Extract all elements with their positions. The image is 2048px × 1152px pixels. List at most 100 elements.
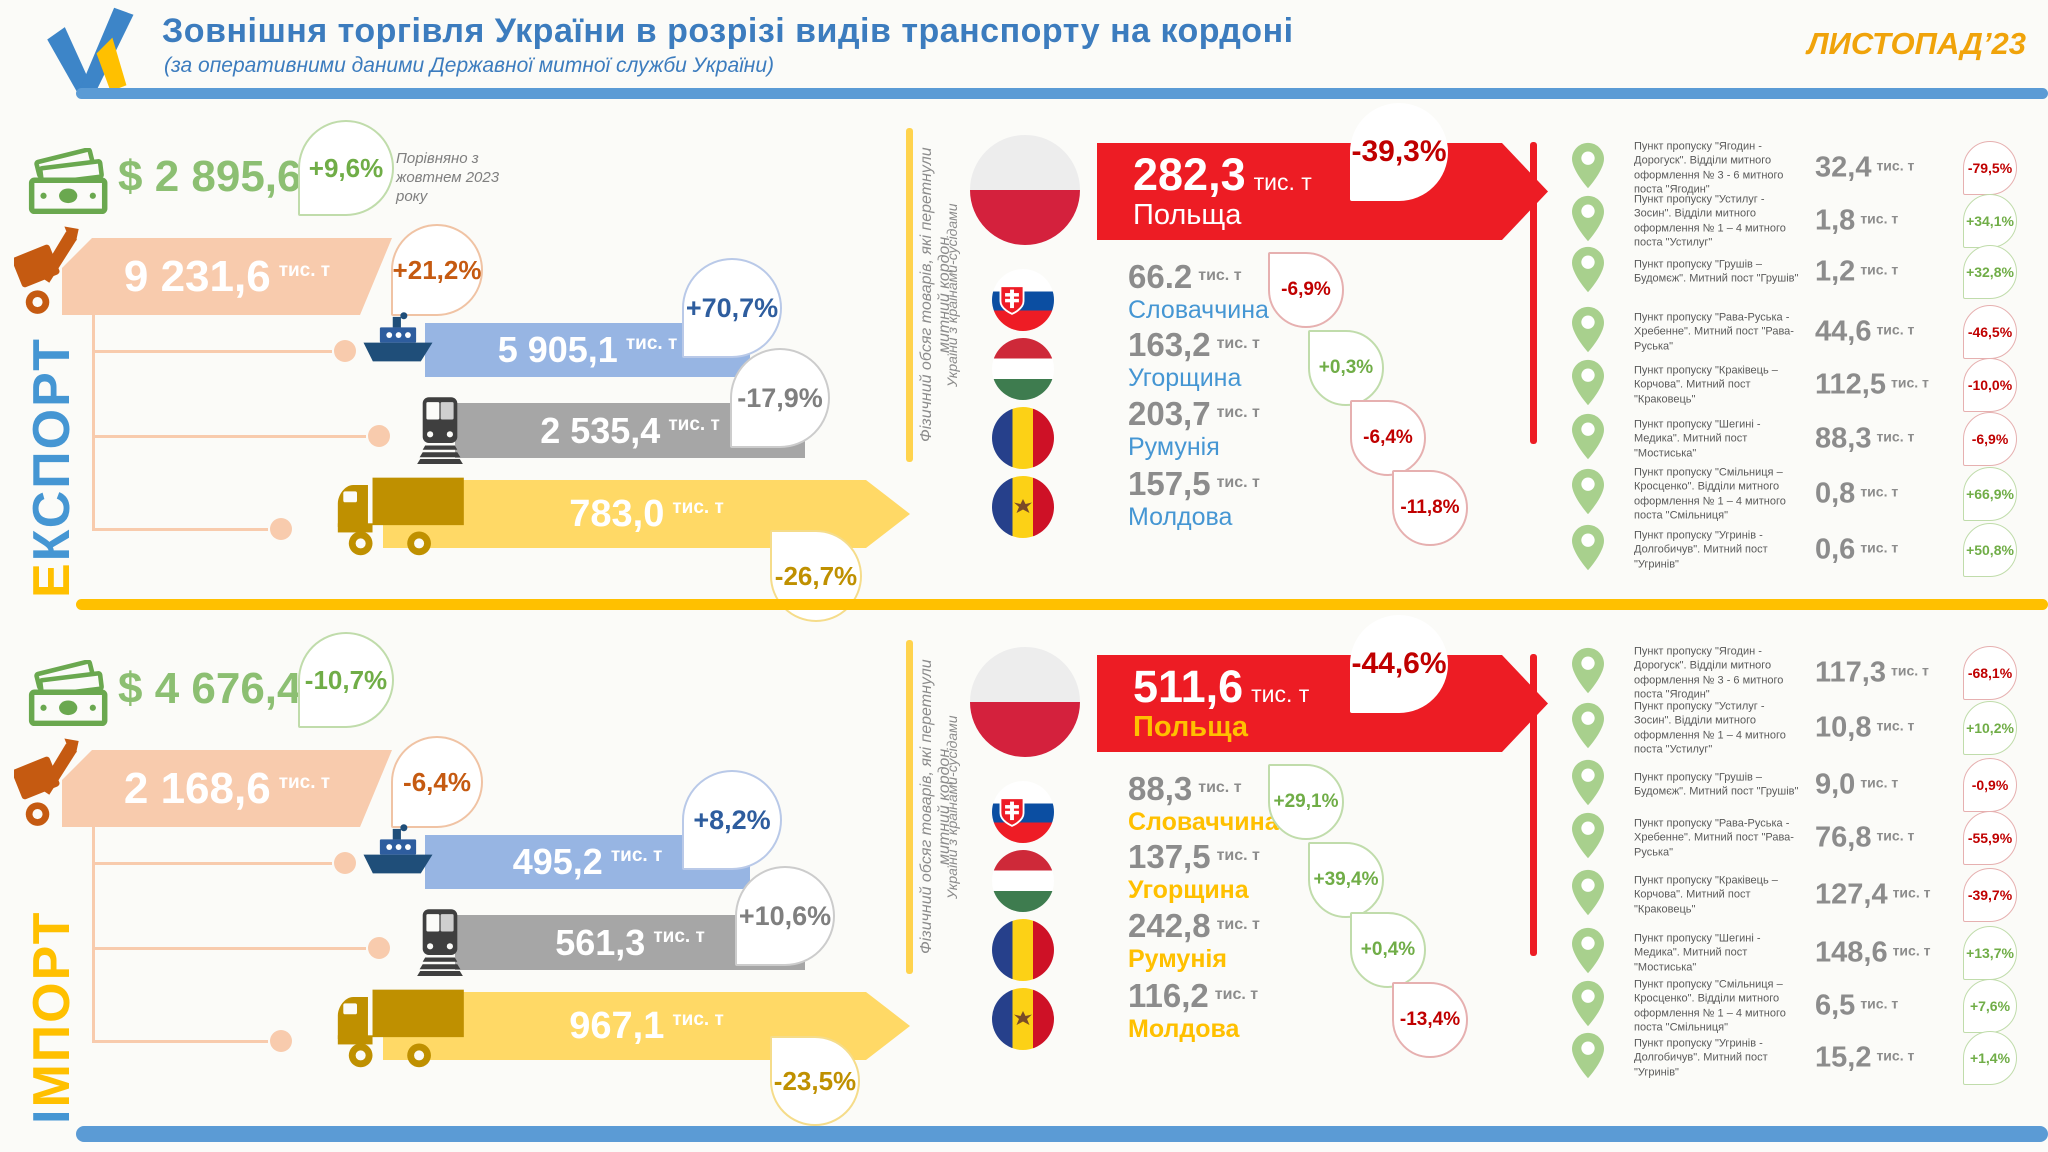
location-pin-icon (1572, 359, 1604, 411)
neighbor-value: 242,8 тис. т (1128, 907, 1260, 944)
import-total-bar: 2 168,6 тис. т (62, 750, 392, 827)
export-total-change-bubble: +21,2% (391, 224, 483, 316)
neighbor-change-bubble: +29,1% (1268, 764, 1344, 840)
flag-poland-icon (970, 647, 1080, 757)
crossing-name: Пункт пропуску "Рава-Руська - Хребенне".… (1634, 817, 1794, 859)
crossing-name: Пункт пропуску "Ягодин - Дорогуск". Відд… (1634, 140, 1784, 196)
crossing-change-bubble: -68,1% (1963, 646, 2017, 700)
flow-note: України з країнами-сусідами (944, 715, 960, 899)
neighbor-value: 157,5 тис. т (1128, 465, 1260, 502)
import-poland-arrow: 511,6 тис. т Польща (1097, 655, 1548, 752)
connector-line (92, 947, 366, 950)
location-pin-icon (1572, 195, 1604, 247)
neighbor-change-bubble: -6,9% (1268, 252, 1344, 328)
country-name: Румунія (1128, 945, 1227, 973)
flow-divider (906, 640, 913, 974)
crossing-change-bubble: +7,6% (1963, 979, 2017, 1033)
crossing-name: Пункт пропуску "Шегині - Медика". Митний… (1634, 418, 1761, 460)
country-name: Угорщина (1128, 364, 1242, 392)
crossing-value: 44,6 тис. т (1815, 315, 1915, 348)
crossing-value: 88,3 тис. т (1815, 422, 1915, 455)
crossing-name: Пункт пропуску "Устилуг - Зосин". Відділ… (1634, 193, 1786, 249)
import-road-change-bubble: -23,5% (770, 1036, 860, 1126)
neighbor-change-bubble: -13,4% (1392, 982, 1468, 1058)
train-icon (416, 908, 464, 981)
comparison-note: Порівняно з жовтнем 2023 року (396, 150, 500, 205)
crossing-value: 10,8 тис. т (1815, 711, 1915, 744)
country-name: Польща (1133, 710, 1249, 743)
crossing-value: 0,8 тис. т (1815, 477, 1899, 510)
crossing-change-bubble: +13,7% (1963, 926, 2017, 980)
crossing-value: 1,2 тис. т (1815, 255, 1899, 288)
connector-dot (334, 340, 356, 362)
neighbor-value: 163,2 тис. т (1128, 326, 1260, 363)
connector-line (92, 435, 366, 438)
location-pin-icon (1572, 869, 1604, 921)
train-icon (416, 396, 464, 469)
flag-romania-icon (992, 919, 1054, 981)
crossing-change-bubble: +10,2% (1963, 701, 2017, 755)
export-total-bar: 9 231,6 тис. т (62, 238, 392, 315)
connector-dot (334, 852, 356, 874)
flag-poland-icon (970, 135, 1080, 245)
location-pin-icon (1572, 927, 1604, 979)
neighbor-value: 116,2 тис. т (1128, 977, 1259, 1014)
neighbor-value: 137,5 тис. т (1128, 838, 1260, 875)
crossing-value: 6,5 тис. т (1815, 989, 1899, 1022)
crossing-name: Пункт пропуску "Смільниця – Кросценко". … (1634, 978, 1786, 1034)
connector-dot (270, 518, 292, 540)
crossing-change-bubble: -10,0% (1963, 358, 2017, 412)
crossing-change-bubble: -79,5% (1963, 141, 2017, 195)
location-pin-icon (1572, 468, 1604, 520)
crossing-value: 32,4 тис. т (1815, 151, 1915, 184)
crossing-change-bubble: -46,5% (1963, 305, 2017, 359)
connector-line (92, 1040, 268, 1043)
truck-icon (330, 474, 468, 563)
crossings-divider (1530, 654, 1537, 956)
location-pin-icon (1572, 413, 1604, 465)
flag-hungary-icon (992, 338, 1054, 400)
flag-hungary-icon (992, 850, 1054, 912)
location-pin-icon (1572, 812, 1604, 864)
crossing-name: Пункт пропуску "Ягодин - Дорогуск". Відд… (1634, 645, 1784, 701)
country-name: Румунія (1128, 433, 1220, 461)
country-name: Угорщина (1128, 876, 1249, 904)
import-total-change-bubble: -6,4% (391, 736, 483, 828)
location-pin-icon (1572, 759, 1604, 811)
customs-logo-icon (34, 6, 152, 94)
connector-line (92, 350, 332, 353)
crossing-change-bubble: -39,7% (1963, 868, 2017, 922)
neighbor-change-bubble: -6,4% (1350, 400, 1426, 476)
crossing-value: 148,6 тис. т (1815, 936, 1931, 969)
flow-note: України з країнами-сусідами (944, 203, 960, 387)
neighbor-change-bubble: -11,8% (1392, 470, 1468, 546)
banknotes-icon (28, 147, 112, 223)
crossing-change-bubble: +66,9% (1963, 467, 2017, 521)
connector-line (92, 315, 95, 530)
crossing-change-bubble: -0,9% (1963, 758, 2017, 812)
crossing-change-bubble: -55,9% (1963, 811, 2017, 865)
crossing-name: Пункт пропуску "Угринів - Долгобичув". М… (1634, 529, 1768, 571)
connector-line (92, 528, 268, 531)
hand-truck-icon (12, 734, 98, 837)
crossing-change-bubble: +34,1% (1963, 194, 2017, 248)
connector-dot (368, 937, 390, 959)
country-name: Словаччина (1128, 808, 1279, 836)
period-label: ЛИСТОПАД’23 (1807, 26, 2026, 61)
footer-bar (76, 1126, 2048, 1142)
location-pin-icon (1572, 980, 1604, 1032)
crossing-change-bubble: +50,8% (1963, 523, 2017, 577)
country-name: Молдова (1128, 1015, 1240, 1043)
connector-dot (270, 1030, 292, 1052)
neighbor-change-bubble: +0,4% (1350, 912, 1426, 988)
connector-line (92, 827, 95, 1042)
import-section-label: ІМПОРТ (23, 910, 81, 1124)
country-name: Польща (1133, 198, 1242, 231)
crossing-name: Пункт пропуску "Грушів – Будомєж". Митни… (1634, 771, 1799, 798)
header-divider (76, 88, 2048, 99)
neighbor-value: 203,7 тис. т (1128, 395, 1260, 432)
export-rail-change-bubble: -17,9% (730, 348, 830, 448)
crossing-name: Пункт пропуску "Устилуг - Зосин". Відділ… (1634, 700, 1786, 756)
import-poland-change-bubble: -44,6% (1350, 615, 1448, 713)
crossing-name: Пункт пропуску "Смільниця – Кросценко". … (1634, 466, 1786, 522)
